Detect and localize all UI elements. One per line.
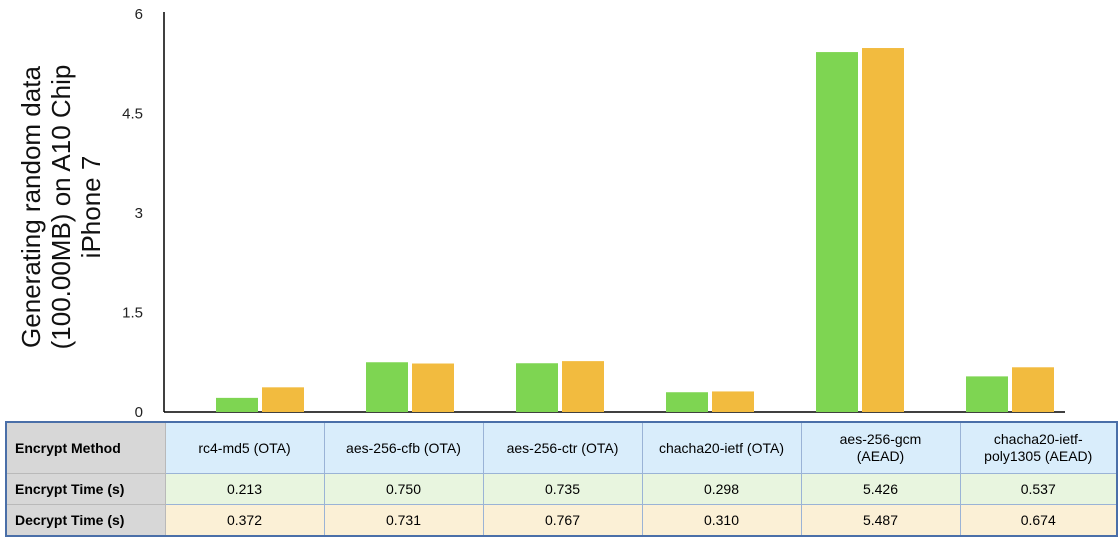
table-row-encrypt-time: Encrypt Time (s) 0.213 0.750 0.735 0.298… [5, 473, 1118, 505]
encrypt-bar [516, 363, 558, 412]
y-tick-label: 0 [135, 404, 143, 420]
table-cell: 5.426 [800, 473, 961, 505]
y-axis-label-line-2: (100.00MB) on A10 Chip [46, 64, 76, 350]
table-row-label: Encrypt Method [5, 421, 166, 474]
y-axis-label-line-1: Generating random data [16, 66, 46, 348]
encrypt-bar [666, 392, 708, 412]
y-tick-label: 3 [135, 205, 143, 222]
column-header-aes-256-gcm: aes-256-gcm (AEAD) [800, 421, 961, 474]
decrypt-bar [712, 391, 754, 412]
table-cell: 0.767 [482, 504, 643, 537]
y-axis: 0 1.5 3 4.5 6 [122, 6, 1065, 420]
table-cell: 0.674 [959, 504, 1118, 537]
decrypt-bar [562, 361, 604, 412]
column-header-aes-256-cfb: aes-256-cfb (OTA) [323, 421, 484, 474]
table-cell: 0.310 [641, 504, 802, 537]
table-cell: 0.731 [323, 504, 484, 537]
column-header-aes-256-ctr: aes-256-ctr (OTA) [482, 421, 643, 474]
bar-chart: 0 1.5 3 4.5 6 [122, 6, 1065, 420]
encrypt-bar [816, 52, 858, 413]
encrypt-bar [216, 397, 258, 412]
column-header-rc4-md5: rc4-md5 (OTA) [164, 421, 325, 474]
table-cell: 0.735 [482, 473, 643, 505]
table-row-decrypt-time: Decrypt Time (s) 0.372 0.731 0.767 0.310… [5, 504, 1118, 537]
decrypt-bar [1012, 367, 1054, 412]
table-cell: 0.750 [323, 473, 484, 505]
table-row-label: Encrypt Time (s) [5, 473, 166, 505]
y-tick-label: 1.5 [122, 305, 143, 322]
decrypt-bar [862, 48, 904, 413]
y-tick-label: 4.5 [122, 106, 143, 123]
decrypt-bar [262, 387, 304, 412]
data-table: Encrypt Method rc4-md5 (OTA) aes-256-cfb… [5, 421, 1118, 537]
y-axis-label-line-3: iPhone 7 [76, 155, 106, 259]
table-row-label: Decrypt Time (s) [5, 504, 166, 537]
y-tick-label: 6 [135, 6, 143, 23]
bars [216, 48, 1054, 413]
encrypt-bar [366, 362, 408, 412]
column-header-chacha20-ietf: chacha20-ietf (OTA) [641, 421, 802, 474]
y-axis-label: Generating random data (100.00MB) on A10… [16, 27, 106, 387]
table-cell: 0.537 [959, 473, 1118, 505]
table-cell: 5.487 [800, 504, 961, 537]
table-cell: 0.372 [164, 504, 325, 537]
table-cell: 0.298 [641, 473, 802, 505]
table-cell: 0.213 [164, 473, 325, 505]
table-row-encrypt-method: Encrypt Method rc4-md5 (OTA) aes-256-cfb… [5, 421, 1118, 474]
column-header-chacha20-poly1305: chacha20-ietf-poly1305 (AEAD) [959, 421, 1118, 474]
decrypt-bar [412, 363, 454, 412]
encrypt-bar [966, 376, 1008, 412]
